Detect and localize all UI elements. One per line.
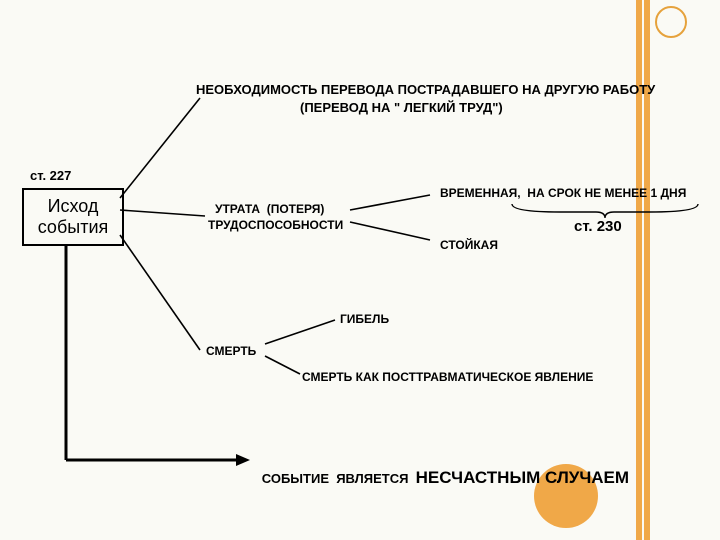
label-utrata-1: УТРАТА (ПОТЕРЯ) (215, 202, 324, 216)
header-line2: (ПЕРЕВОД НА " ЛЕГКИЙ ТРУД") (300, 100, 503, 115)
conclusion: СОБЫТИЕ ЯВЛЯЕТСЯ НЕСЧАСТНЫМ СЛУЧАЕМ (244, 450, 629, 506)
decor-vline-2 (644, 0, 650, 540)
root-box: Исход события (22, 188, 124, 246)
root-line2: события (38, 217, 109, 237)
diagram-stage: НЕОБХОДИМОСТЬ ПЕРЕВОДА ПОСТРАДАВШЕГО НА … (0, 0, 720, 540)
root-line1: Исход (48, 196, 99, 216)
header-line1: НЕОБХОДИМОСТЬ ПЕРЕВОДА ПОСТРАДАВШЕГО НА … (196, 82, 655, 97)
label-smert: СМЕРТЬ (206, 344, 256, 358)
label-stoikaya: СТОЙКАЯ (440, 238, 498, 252)
label-vremennaya: ВРЕМЕННАЯ, НА СРОК НЕ МЕНЕЕ 1 ДНЯ (440, 186, 686, 200)
label-gibel: ГИБЕЛЬ (340, 312, 389, 326)
conclusion-prefix: СОБЫТИЕ ЯВЛЯЕТСЯ (262, 471, 416, 486)
decor-circle-top (655, 6, 687, 38)
label-posttravm: СМЕРТЬ КАК ПОСТТРАВМАТИЧЕСКОЕ ЯВЛЕНИЕ (302, 370, 593, 384)
conclusion-main: НЕСЧАСТНЫМ СЛУЧАЕМ (416, 468, 629, 487)
label-st230: ст. 230 (574, 218, 622, 235)
label-st227: ст. 227 (30, 168, 71, 183)
label-utrata-2: ТРУДОСПОСОБНОСТИ (208, 218, 343, 232)
decor-vline-1 (636, 0, 642, 540)
